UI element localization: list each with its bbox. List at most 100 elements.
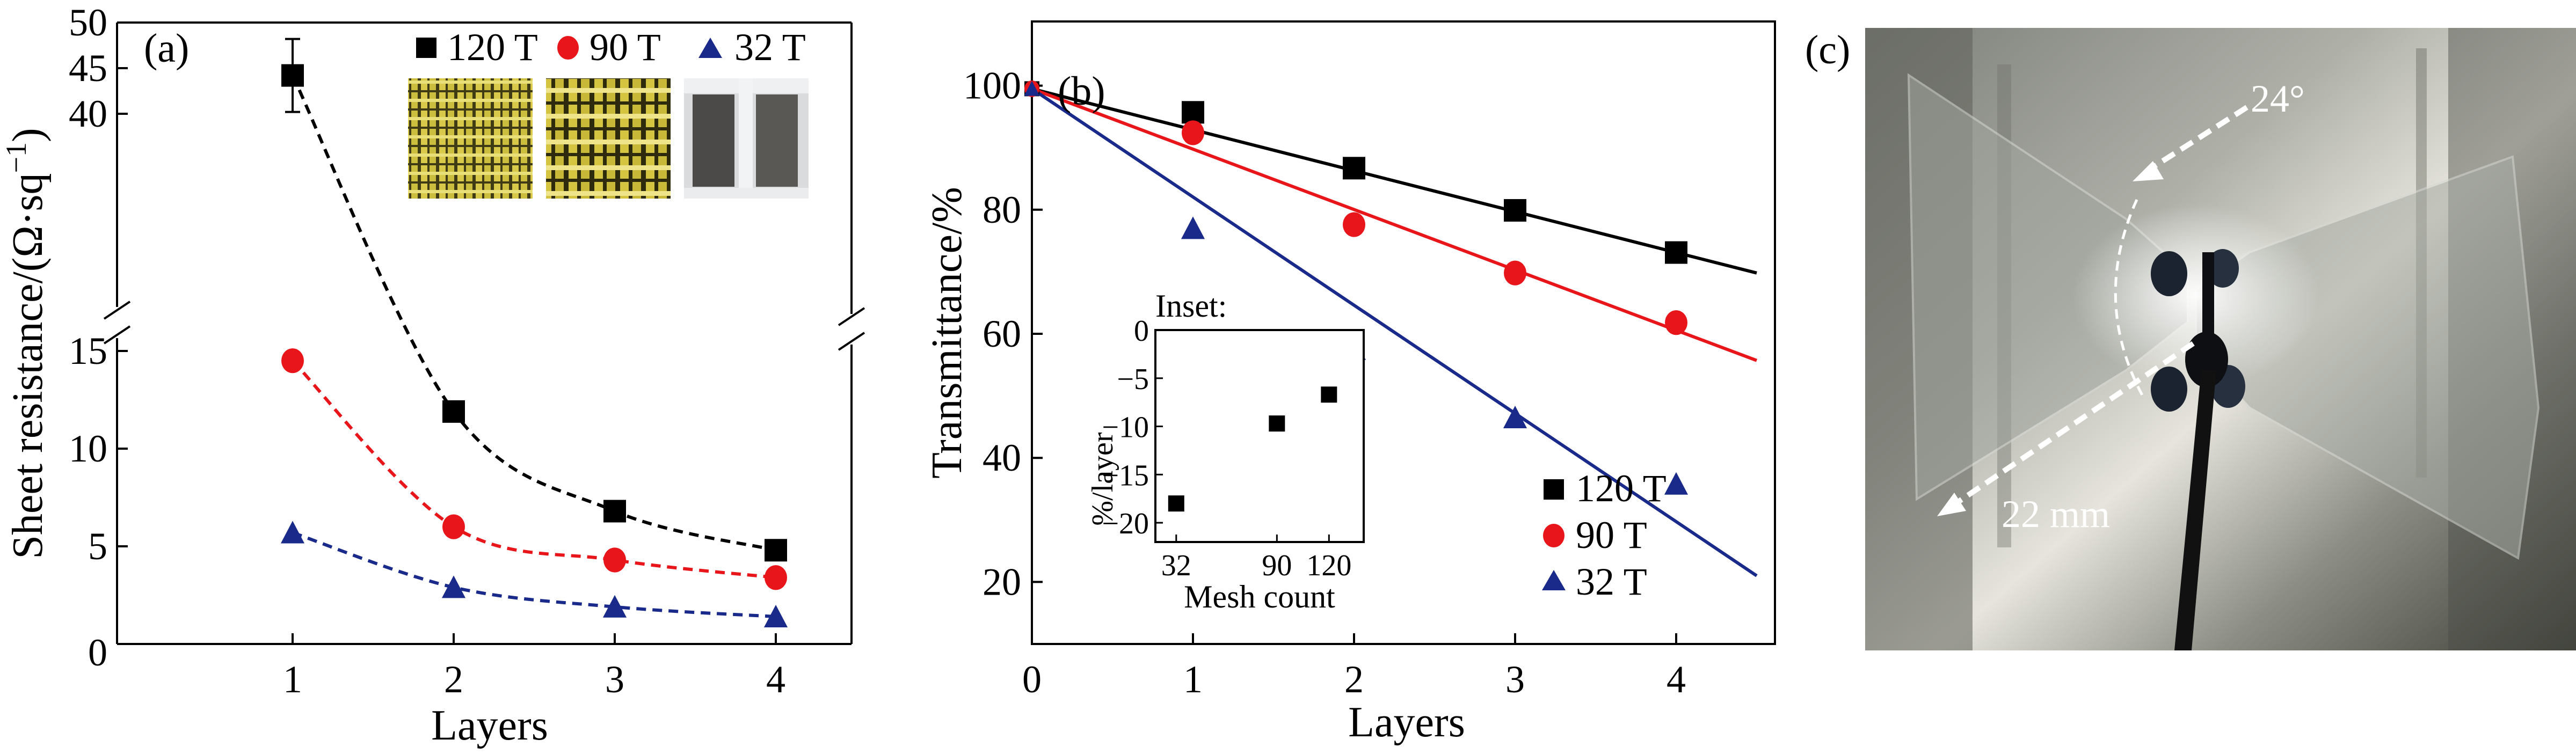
fit-curve-a-32t bbox=[292, 531, 776, 619]
data-point-a-90t bbox=[765, 565, 787, 590]
fit-line-b-32t bbox=[1032, 87, 1758, 577]
inset-y-tick-label: −5 bbox=[1117, 363, 1149, 396]
chart-b-markers bbox=[1024, 80, 1689, 495]
chart-a-y-tick-label: 15 bbox=[69, 330, 107, 372]
data-point-b-120t bbox=[1343, 157, 1365, 180]
chart-b-x-tick-label: 4 bbox=[1667, 658, 1686, 701]
chart-b-x-tick-label: 0 bbox=[1022, 658, 1042, 701]
inset-x-tick-label: 32 bbox=[1161, 549, 1191, 582]
chart-b-x-tick-label: 1 bbox=[1183, 658, 1203, 701]
chart-a-y-tick-label: 50 bbox=[69, 1, 107, 44]
chart-b-y-tick-label: 100 bbox=[963, 64, 1021, 107]
antenna-photo bbox=[1865, 28, 2576, 650]
fit-curve-a-120t bbox=[291, 75, 776, 552]
legend-b-marker-90t bbox=[1543, 524, 1564, 547]
chart-b: 0 1 2 3 4 20 40 60 80 100 (b) Inset: 0 −5 −10 −15 −20… bbox=[923, 20, 1776, 746]
length-annotation: 22 mm bbox=[2002, 493, 2110, 536]
data-point-b-120t bbox=[1182, 101, 1204, 124]
chart-a-x-tick-label: 1 bbox=[283, 658, 302, 701]
inset-x-tick-label: 120 bbox=[1306, 549, 1351, 582]
chart-a-y-axis-label-main: Sheet resistance/(Ω·sq bbox=[4, 173, 52, 559]
legend-b-marker-120t bbox=[1544, 479, 1564, 500]
chart-b-y-axis-label: Transmittance/% bbox=[923, 187, 971, 479]
legend-a-marker-32t bbox=[698, 38, 722, 58]
inset-y-tick-label: −10 bbox=[1102, 411, 1149, 444]
legend-b-label-120t: 120 T bbox=[1576, 467, 1667, 510]
chart-a-ticks: 123451015404550550 bbox=[69, 1, 785, 701]
inset-y-axis-label: %/layer bbox=[1086, 432, 1119, 525]
data-point-b-90t bbox=[1343, 212, 1365, 237]
legend-b-label-90t: 90 T bbox=[1576, 514, 1647, 557]
chart-a-y-axis-label-sup: −1 bbox=[0, 142, 32, 173]
data-point-b-32t bbox=[1503, 406, 1527, 429]
data-point-a-32t bbox=[602, 595, 627, 618]
photo-c-panel-label: (c) bbox=[1805, 27, 1850, 72]
photo-c: (c) bbox=[1805, 27, 2576, 650]
data-point-a-90t bbox=[603, 547, 626, 573]
chart-a-x-tick-label: 3 bbox=[605, 658, 624, 701]
mesh-image-32t bbox=[684, 78, 809, 199]
inset-data-point bbox=[1269, 415, 1285, 432]
chart-a-legend: 120 T 90 T 32 T bbox=[416, 26, 806, 69]
chart-b-legend: 120 T 90 T 32 T bbox=[1542, 467, 1667, 603]
chart-a-y-tick-label: 45 bbox=[69, 47, 107, 90]
data-point-a-90t bbox=[281, 348, 304, 374]
chart-b-x-tick-label: 2 bbox=[1344, 658, 1364, 701]
legend-b-label-32t: 32 T bbox=[1576, 560, 1647, 603]
data-point-b-90t bbox=[1182, 120, 1204, 145]
chart-b-panel-label: (b) bbox=[1058, 69, 1105, 114]
chart-a-fit-curves bbox=[291, 75, 776, 619]
chart-a-y-tick-label: 10 bbox=[69, 427, 107, 470]
chart-a-x-axis-label: Layers bbox=[431, 702, 548, 749]
chart-a-break-mark-left bbox=[103, 325, 131, 345]
chart-b-y-tick-label: 80 bbox=[983, 188, 1021, 231]
chart-b-fit-lines bbox=[1032, 87, 1758, 577]
chart-a-markers bbox=[280, 64, 788, 627]
chart-b-x-axis-label: Layers bbox=[1348, 699, 1465, 746]
chart-a-break-mark-right bbox=[838, 332, 865, 351]
inset-title: Inset: bbox=[1155, 288, 1227, 324]
legend-b-marker-32t bbox=[1542, 570, 1566, 590]
chart-b-ticks: 0 1 2 3 4 20 40 60 80 100 bbox=[963, 64, 1686, 701]
legend-a-marker-90t bbox=[557, 36, 579, 60]
chart-b-y-tick-label: 60 bbox=[983, 312, 1021, 355]
data-point-a-120t bbox=[442, 400, 465, 423]
data-point-a-120t bbox=[281, 64, 304, 87]
chart-a-x-tick-label: 4 bbox=[766, 658, 785, 701]
chart-b-y-tick-label: 40 bbox=[983, 436, 1021, 479]
data-point-b-32t bbox=[1181, 216, 1205, 239]
data-point-a-32t bbox=[763, 604, 788, 627]
data-point-a-32t bbox=[441, 575, 466, 598]
chart-a-y-tick-label: 40 bbox=[69, 92, 107, 135]
data-point-b-90t bbox=[1504, 260, 1526, 286]
data-point-a-120t bbox=[765, 539, 787, 562]
legend-a-label-90t: 90 T bbox=[590, 26, 661, 69]
chart-a-break-mark-right bbox=[838, 307, 865, 326]
chart-a-break-mark-left bbox=[103, 301, 131, 320]
chart-a-frame bbox=[103, 21, 865, 645]
inset-x-axis-label: Mesh count bbox=[1184, 579, 1335, 614]
chart-a-y-axis-label: Sheet resistance/(Ω·sq−1) bbox=[0, 128, 52, 559]
chart-a-x-tick-label: 2 bbox=[444, 658, 463, 701]
chart-b-y-tick-label: 20 bbox=[983, 560, 1021, 603]
chart-a: 123451015404550550 (a) 120 T 90 T 32 T bbox=[0, 1, 865, 749]
data-point-a-90t bbox=[442, 514, 465, 539]
legend-a-marker-120t bbox=[416, 38, 436, 58]
chart-b-x-tick-label: 3 bbox=[1505, 658, 1525, 701]
chart-a-y-axis-label-close: ) bbox=[4, 128, 52, 142]
fit-curve-a-90t bbox=[291, 360, 776, 580]
inset-y-tick-label: 0 bbox=[1134, 314, 1149, 348]
chart-a-inset-images bbox=[408, 78, 809, 199]
data-point-b-120t bbox=[1665, 241, 1687, 264]
fit-line-b-90t bbox=[1032, 87, 1758, 362]
data-point-a-120t bbox=[603, 500, 626, 523]
legend-a-label-32t: 32 T bbox=[734, 26, 806, 69]
data-point-b-120t bbox=[1504, 199, 1526, 222]
mesh-image-120t bbox=[408, 78, 533, 199]
data-point-a-32t bbox=[280, 521, 305, 544]
angle-annotation: 24° bbox=[2251, 77, 2305, 120]
data-point-b-32t bbox=[1664, 472, 1689, 495]
data-point-b-32t bbox=[1024, 80, 1040, 96]
